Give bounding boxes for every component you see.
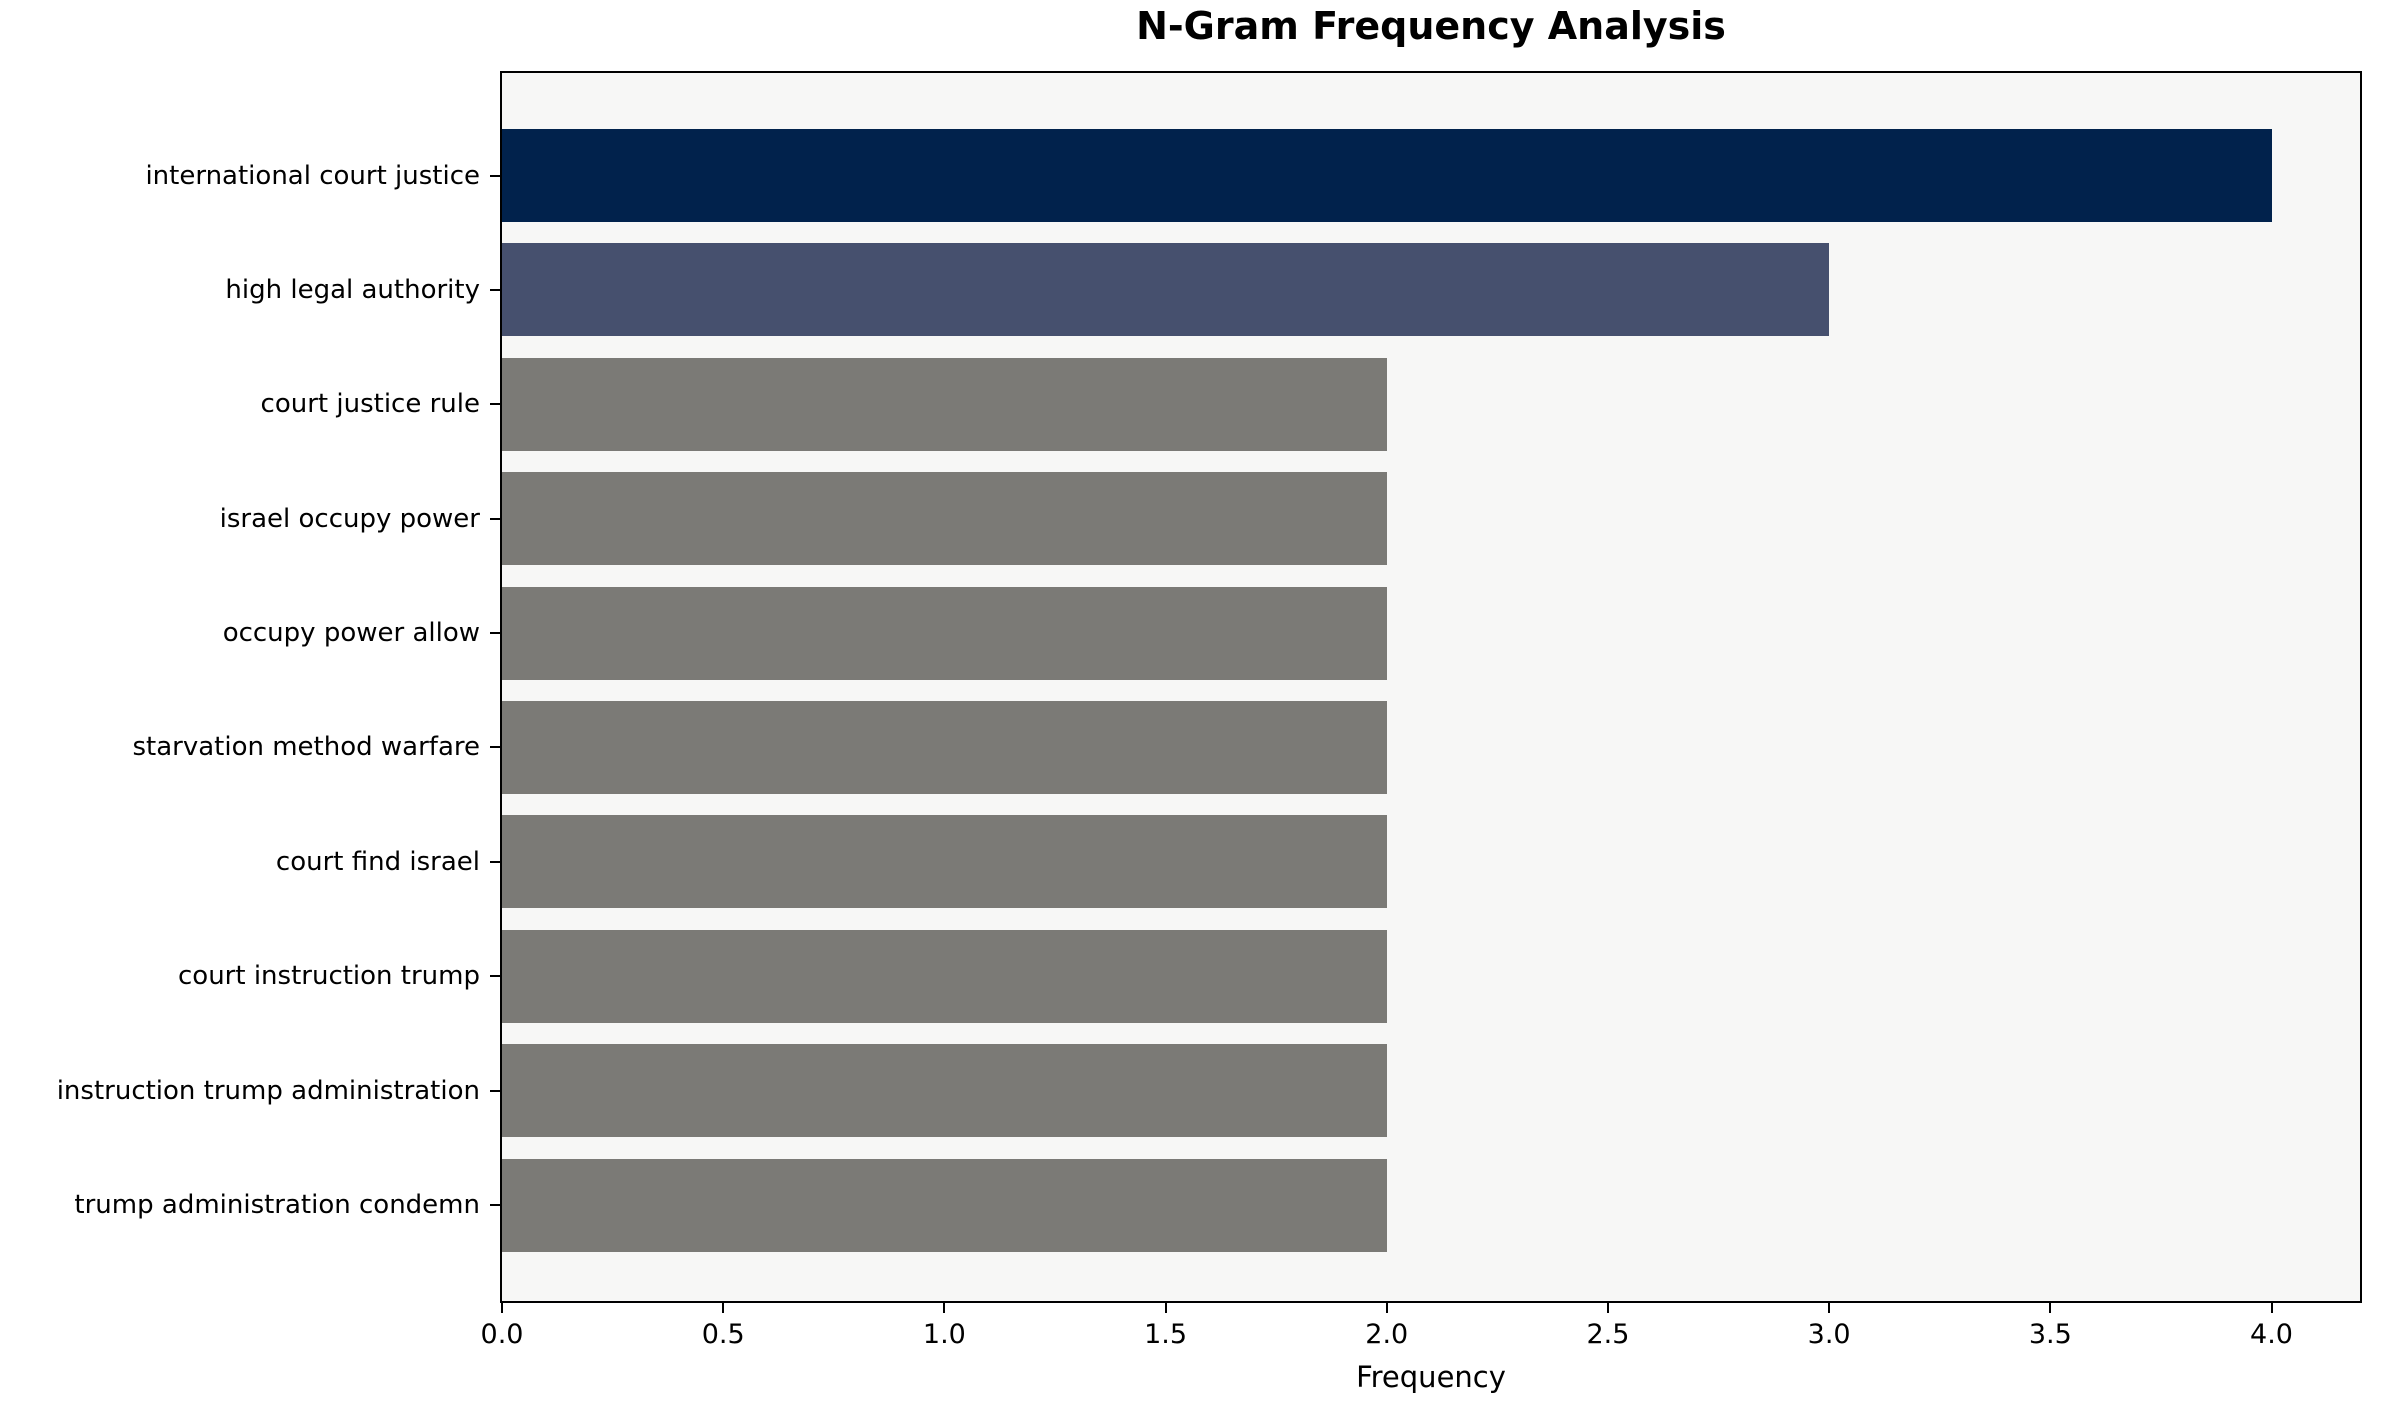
bar [502,1158,1387,1252]
y-tick-mark [490,403,500,406]
y-tick-label: instruction trump administration [56,1075,480,1106]
y-tick-mark [490,1089,500,1092]
x-tick-mark [1385,1303,1388,1313]
plot-area [500,71,2362,1303]
bar [502,357,1387,451]
x-tick-label: 0.0 [480,1319,524,1350]
bar [502,929,1387,1023]
y-tick-label: high legal authority [225,274,480,305]
x-tick-label: 1.5 [1144,1319,1188,1350]
x-tick-mark [722,1303,725,1313]
x-tick-mark [1164,1303,1167,1313]
x-tick-label: 3.5 [2028,1319,2072,1350]
bar [502,129,2272,222]
x-tick-label: 2.0 [1365,1319,1409,1350]
y-tick-mark [490,632,500,635]
y-tick-label: starvation method warfare [132,732,480,763]
y-tick-mark [490,517,500,520]
y-tick-label: israel occupy power [219,503,480,534]
x-axis-title: Frequency [1356,1360,1506,1394]
y-tick-mark [490,174,500,177]
chart-title: N-Gram Frequency Analysis [1136,4,1726,48]
x-tick-mark [1828,1303,1831,1313]
bar [502,815,1387,909]
x-tick-label: 2.5 [1586,1319,1630,1350]
bar [502,243,1830,337]
y-tick-label: trump administration condemn [74,1190,480,1220]
bar [502,472,1387,566]
y-tick-mark [490,860,500,863]
x-tick-label: 1.0 [922,1319,966,1350]
x-tick-mark [501,1303,503,1313]
bar [502,1044,1387,1138]
y-tick-label: court instruction trump [178,961,480,992]
x-tick-mark [1606,1303,1609,1313]
x-tick-label: 4.0 [2250,1319,2293,1350]
y-tick-label: court justice rule [260,389,480,420]
y-tick-mark [490,975,500,978]
bar [502,700,1387,794]
y-tick-label: court find israel [275,846,480,877]
x-tick-mark [943,1303,946,1313]
x-tick-mark [2270,1303,2273,1313]
x-tick-label: 0.5 [701,1319,745,1350]
y-tick-mark [490,746,500,749]
y-tick-label: international court justice [145,160,480,191]
y-tick-mark [490,1204,500,1206]
x-tick-mark [2049,1303,2052,1313]
y-tick-mark [490,288,500,291]
y-tick-label: occupy power allow [222,618,480,649]
bar [502,586,1387,680]
x-tick-label: 3.0 [1807,1319,1851,1350]
